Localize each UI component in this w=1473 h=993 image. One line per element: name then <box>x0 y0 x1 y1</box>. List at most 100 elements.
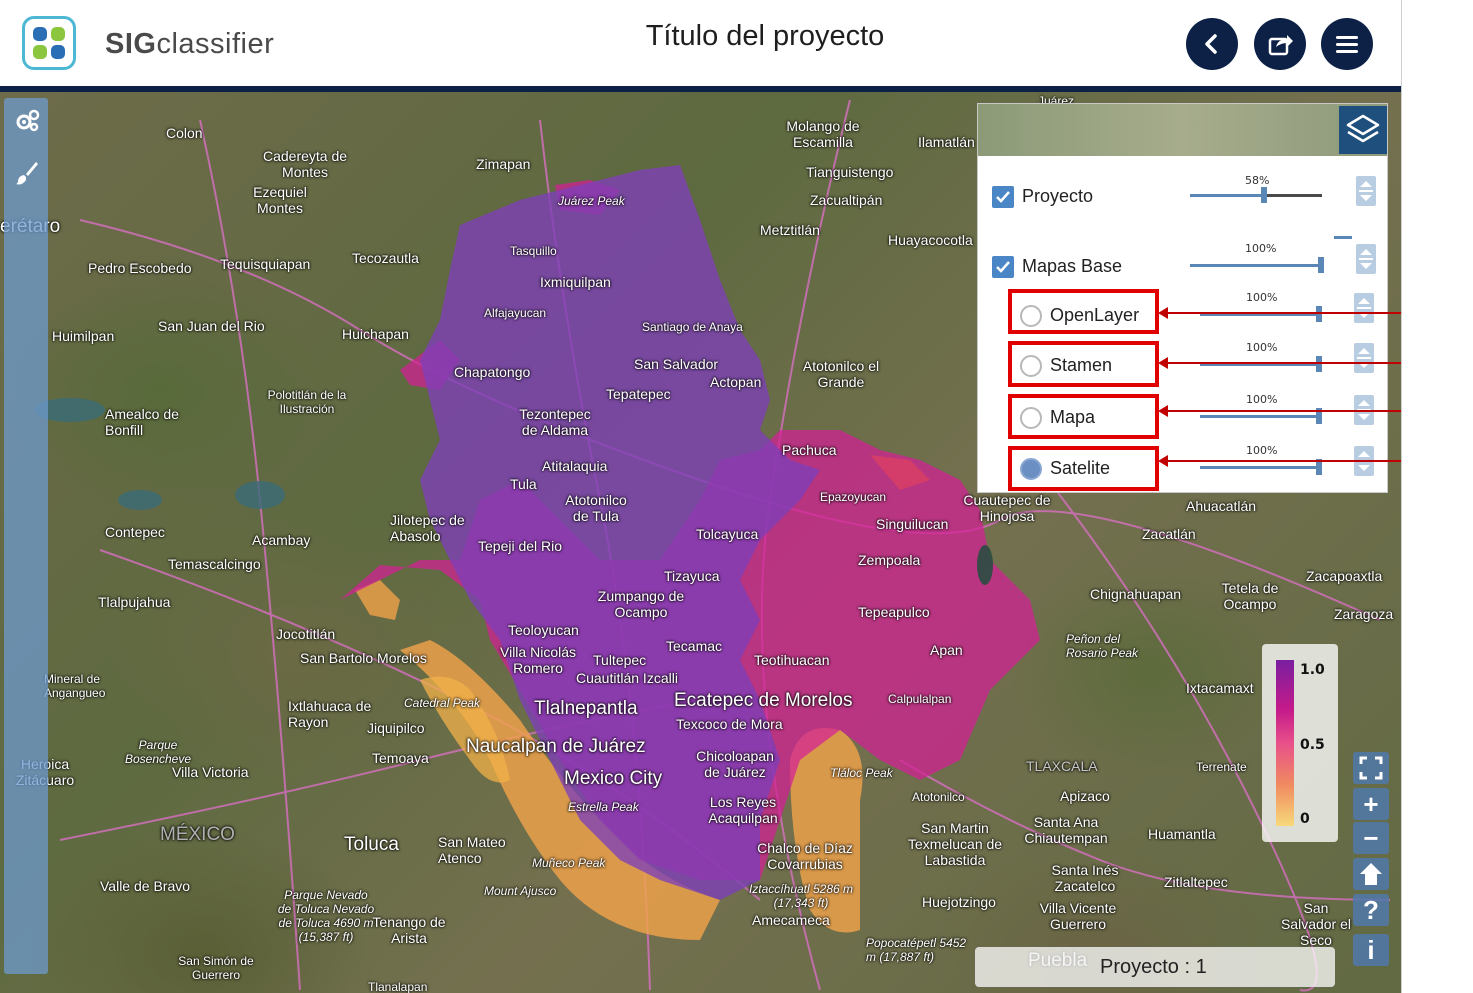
openlayer-radio[interactable] <box>1020 305 1042 327</box>
info-button[interactable]: i <box>1353 934 1389 966</box>
layer-row-proyecto: Proyecto 58% <box>978 174 1387 218</box>
place-label: Metztitlán <box>760 222 820 238</box>
place-label: Ecatepec de Morelos <box>674 690 853 711</box>
satelite-opacity-slider[interactable] <box>1200 466 1320 469</box>
place-label: Tultepec <box>593 652 647 668</box>
place-label: Ixmiquilpan <box>540 274 611 290</box>
place-label: Temascalcingo <box>168 556 261 572</box>
proyecto-opacity-slider[interactable] <box>1190 194 1264 197</box>
layer-switcher-panel: Proyecto 58% Mapas Base 100% <box>977 103 1388 493</box>
paint-brush-icon <box>16 162 38 185</box>
back-button[interactable] <box>1186 18 1238 70</box>
place-label: San Bartolo Morelos <box>300 650 427 666</box>
proyecto-checkbox[interactable] <box>992 186 1014 208</box>
zoom-in-button[interactable]: + <box>1353 788 1389 820</box>
highlight-box-3 <box>1008 394 1159 439</box>
place-label: Ilamatlán <box>918 134 975 150</box>
satelite-radio[interactable] <box>1020 458 1042 480</box>
fullscreen-button[interactable] <box>1353 752 1389 784</box>
callout-line-2 <box>1166 362 1428 364</box>
stamen-opacity-handle[interactable] <box>1316 356 1322 372</box>
legend-color-ramp <box>1276 660 1294 826</box>
satelite-opacity-handle[interactable] <box>1316 459 1322 475</box>
mapa-opacity-handle[interactable] <box>1316 408 1322 424</box>
project-status-label: Proyecto : 1 <box>1100 956 1207 978</box>
place-label: Tláloc Peak <box>830 766 893 780</box>
place-label: MÉXICO <box>160 824 235 845</box>
place-label: Chignahuapan <box>1090 586 1182 602</box>
check-icon <box>996 261 1010 273</box>
legend-min-label: 0 <box>1300 811 1310 827</box>
place-label: Muñeco Peak <box>532 856 606 870</box>
place-label: Jiquipilco <box>367 720 425 736</box>
place-label: Zacapoaxtla <box>1306 568 1383 584</box>
mapas-base-opacity-value: 100% <box>1245 242 1277 255</box>
mapas-base-checkbox[interactable] <box>992 256 1014 278</box>
place-label: Zimapan <box>476 156 531 172</box>
place-label: Tecozautla <box>352 250 419 266</box>
place-label: Ixtlahuaca de Rayon <box>288 698 372 730</box>
collapse-indicator[interactable] <box>1334 236 1352 239</box>
place-label: Colon <box>166 125 203 141</box>
place-label: Zumpango de Ocampo <box>597 588 685 620</box>
place-label: Iztaccíhuatl 5286 m (17,343 ft) <box>748 882 854 910</box>
place-label: Tula <box>510 476 537 492</box>
place-label: Temoaya <box>372 750 429 766</box>
place-label: Cadereyta de Montes <box>262 148 348 180</box>
place-label: Calpulalpan <box>888 692 952 706</box>
place-label: Huayacocotla <box>888 232 973 248</box>
place-label: Santa Ana Chiautempan <box>1024 814 1108 846</box>
zoom-out-button[interactable]: − <box>1353 822 1389 854</box>
place-label: Pedro Escobedo <box>88 260 192 276</box>
mapa-opacity-slider[interactable] <box>1200 415 1320 418</box>
place-label: Actopan <box>710 374 762 390</box>
stamen-opacity-slider[interactable] <box>1200 363 1320 366</box>
mapas-base-opacity-slider[interactable] <box>1190 264 1322 267</box>
openlayer-opacity-handle[interactable] <box>1316 306 1322 322</box>
place-label: Atotonilco de Tula <box>565 492 627 524</box>
stamen-radio[interactable] <box>1020 355 1042 377</box>
stamen-opacity-value: 100% <box>1246 341 1278 354</box>
page-title: Título del proyecto <box>645 20 885 52</box>
north-button[interactable] <box>1353 858 1389 890</box>
up-down-arrows-icon <box>1357 298 1371 318</box>
mapa-radio[interactable] <box>1020 407 1042 429</box>
place-label: Chicoloapan de Juárez <box>696 748 774 780</box>
mapas-base-order-stepper[interactable] <box>1356 244 1376 274</box>
proyecto-opacity-handle[interactable] <box>1261 187 1267 203</box>
map-view[interactable]: Colon Cadereyta de Montes Ezequiel Monte… <box>0 92 1401 993</box>
place-label: Epazoyucan <box>820 490 887 504</box>
place-label: Zempoala <box>858 552 921 568</box>
proyecto-order-stepper[interactable] <box>1356 176 1376 206</box>
export-button[interactable] <box>1254 18 1306 70</box>
mapa-label: Mapa <box>1050 407 1096 427</box>
basemap-row-stamen: Stamen 100% <box>978 341 1387 387</box>
settings-button[interactable] <box>14 108 40 134</box>
place-label: Apan <box>930 642 963 658</box>
mapas-base-opacity-handle[interactable] <box>1318 257 1324 273</box>
place-label: San Martin Texmelucan de Labastida <box>907 820 1003 868</box>
callout-line-4 <box>1166 460 1428 462</box>
style-button[interactable] <box>14 160 40 186</box>
layer-row-mapas-base: Mapas Base 100% <box>978 236 1387 288</box>
project-status-box: Proyecto : 1 <box>975 947 1335 987</box>
place-label: San Mateo Atenco <box>438 834 506 866</box>
place-label: Zitlaltepec <box>1164 874 1228 890</box>
left-toolbar <box>4 98 48 974</box>
openlayer-opacity-slider[interactable] <box>1200 313 1320 316</box>
layers-toggle-button[interactable] <box>1339 106 1387 154</box>
place-label: Texcoco de Mora <box>676 716 783 732</box>
place-label: Parque Nevado de Toluca Nevado de Toluca… <box>277 888 375 944</box>
place-label: Tequisquiapan <box>220 256 311 272</box>
help-button[interactable]: ? <box>1353 894 1389 926</box>
place-label: Singuilucan <box>876 516 949 532</box>
place-label: Ezequiel Montes <box>253 184 307 216</box>
place-label: Acambay <box>252 532 311 548</box>
stamen-order-stepper[interactable] <box>1354 343 1374 373</box>
menu-button[interactable] <box>1321 18 1373 70</box>
callout-arrow-1 <box>1158 307 1168 319</box>
openlayer-order-stepper[interactable] <box>1354 293 1374 323</box>
fullscreen-icon <box>1359 756 1383 780</box>
app-header: SIGclassifier Título del proyecto <box>0 0 1401 88</box>
place-label: Peñon del Rosario Peak <box>1066 632 1139 660</box>
